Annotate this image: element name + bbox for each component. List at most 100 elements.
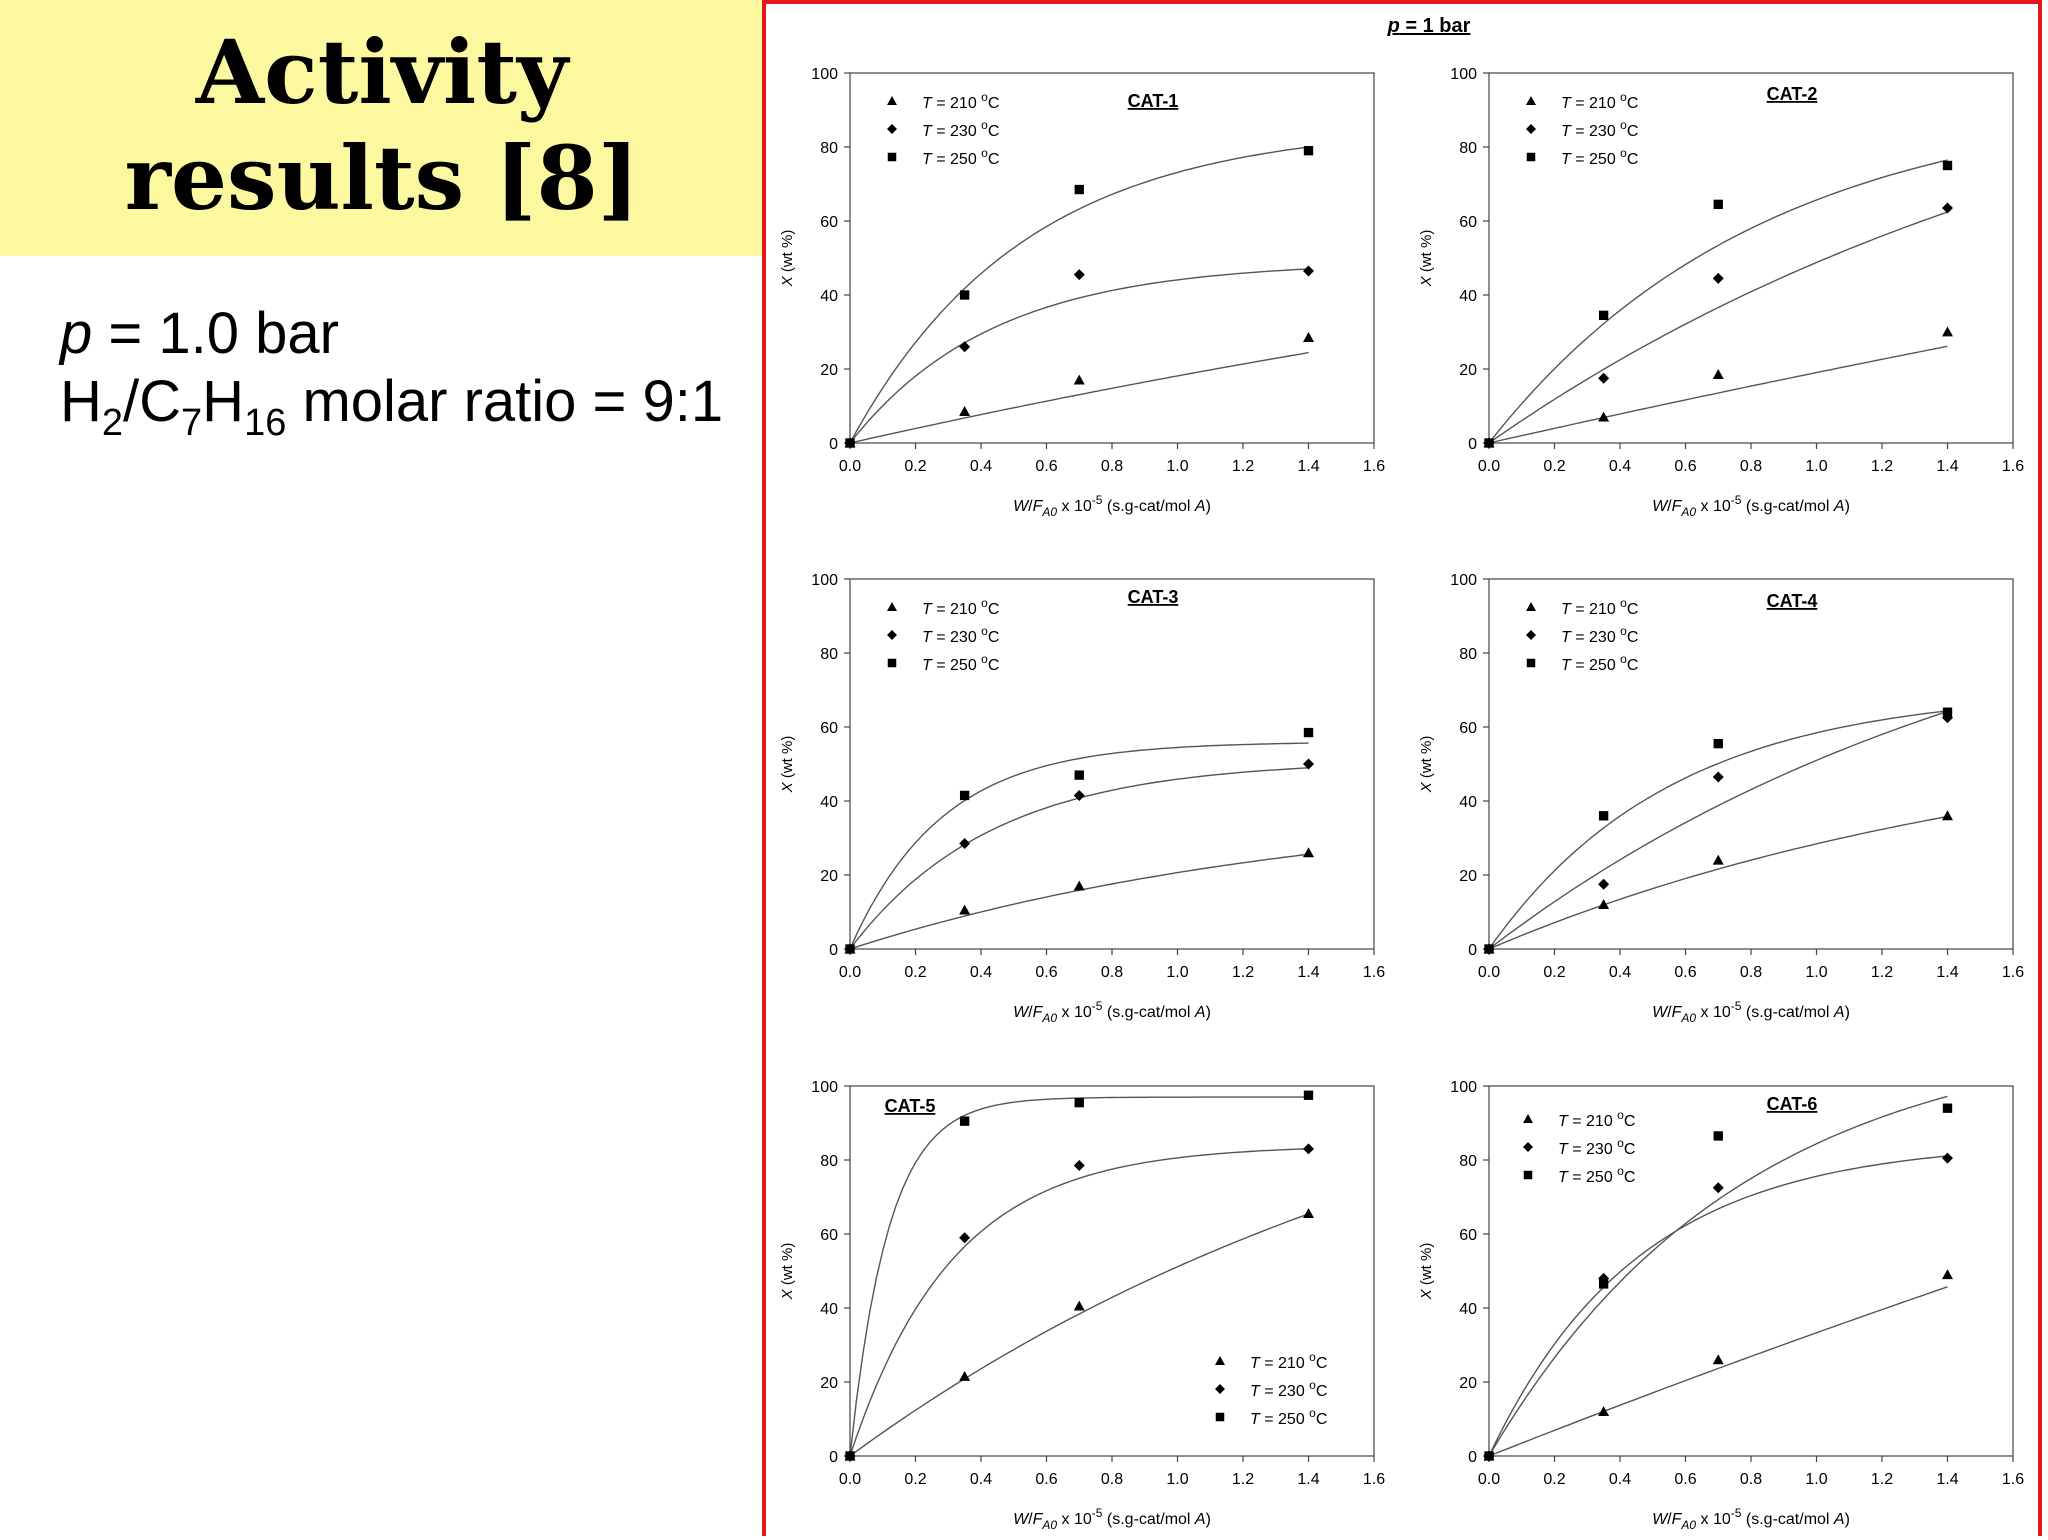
data-point-diamond bbox=[1598, 878, 1610, 890]
x-tick-label: 1.0 bbox=[1805, 458, 1827, 475]
fit-curve bbox=[849, 853, 1309, 950]
chart-panel-1: 0.0 0.2 0.4 0.6 0.8 1.0 1.2 1.4 1.6 0 20 40 60 80 100 X… bbox=[779, 66, 1385, 519]
data-point-diamond bbox=[1073, 269, 1085, 281]
x-tick-label: 0.0 bbox=[1478, 964, 1500, 981]
legend-label: T = 230 oC bbox=[1558, 1136, 1635, 1158]
legend-marker-triangle bbox=[1523, 1114, 1533, 1123]
legend-label: T = 250 oC bbox=[922, 652, 999, 674]
y-axis-label: X (wt %) bbox=[1418, 230, 1435, 288]
y-tick-label: 20 bbox=[1459, 362, 1477, 379]
legend-marker-square bbox=[1526, 658, 1536, 668]
y-tick-label: 0 bbox=[829, 1449, 838, 1466]
x-tick-label: 0.8 bbox=[1101, 1471, 1123, 1488]
data-point-diamond bbox=[1073, 1160, 1085, 1172]
legend-marker-square bbox=[887, 658, 897, 668]
x-tick-label: 1.0 bbox=[1166, 964, 1188, 981]
x-tick-label: 0.0 bbox=[839, 1471, 861, 1488]
y-tick-label: 20 bbox=[1459, 868, 1477, 885]
panel-title: CAT-4 bbox=[1767, 591, 1818, 611]
y-tick-label: 20 bbox=[1459, 1375, 1477, 1392]
fit-curve bbox=[849, 1148, 1309, 1457]
data-point-square bbox=[1484, 1451, 1494, 1461]
fit-curve bbox=[1488, 345, 1948, 444]
y-axis-label: X (wt %) bbox=[779, 1243, 796, 1301]
legend-label: T = 230 oC bbox=[922, 118, 999, 140]
data-point-diamond bbox=[1303, 1143, 1314, 1155]
data-point-square bbox=[1303, 727, 1314, 738]
x-tick-label: 0.6 bbox=[1035, 1471, 1057, 1488]
data-point-square bbox=[1942, 1103, 1953, 1113]
data-point-triangle bbox=[1942, 326, 1953, 337]
y-tick-label: 80 bbox=[820, 1153, 838, 1170]
data-point-diamond bbox=[1598, 372, 1610, 384]
x-tick-label: 0.8 bbox=[1101, 458, 1123, 475]
fit-curve bbox=[1488, 815, 1948, 950]
legend-marker-diamond bbox=[1215, 1384, 1225, 1394]
x-tick-label: 1.4 bbox=[1936, 458, 1958, 475]
x-tick-label: 0.8 bbox=[1740, 964, 1762, 981]
fit-curve bbox=[849, 1213, 1309, 1457]
legend-marker-square bbox=[1215, 1412, 1225, 1422]
panel-title: CAT-5 bbox=[885, 1096, 936, 1116]
x-tick-label: 1.6 bbox=[1363, 964, 1385, 981]
y-tick-label: 0 bbox=[1468, 436, 1477, 453]
y-tick-label: 100 bbox=[811, 1079, 838, 1096]
data-point-diamond bbox=[1712, 1182, 1724, 1194]
data-point-triangle bbox=[1712, 1354, 1724, 1365]
figure-heading: p = 1 bar bbox=[1387, 15, 1471, 37]
x-tick-label: 1.6 bbox=[2002, 1471, 2024, 1488]
y-tick-label: 100 bbox=[811, 66, 838, 83]
data-point-square bbox=[845, 438, 855, 448]
molar-ratio-line: H2/C7H16 molar ratio = 9:1 bbox=[60, 368, 723, 442]
fit-curve bbox=[1488, 710, 1948, 950]
y-tick-label: 40 bbox=[820, 1301, 838, 1318]
fit-curve bbox=[1488, 710, 1948, 950]
legend-label: T = 210 oC bbox=[922, 90, 999, 112]
ratio-h: H bbox=[60, 369, 102, 434]
y-tick-label: 20 bbox=[820, 362, 838, 379]
data-point-square bbox=[1598, 310, 1609, 321]
y-axis-label: X (wt %) bbox=[1418, 736, 1435, 794]
x-tick-label: 0.4 bbox=[970, 458, 992, 475]
data-point-triangle bbox=[1598, 411, 1610, 422]
data-point-triangle bbox=[1303, 332, 1314, 342]
legend-marker-diamond bbox=[1523, 1142, 1533, 1152]
chart-panel-2: 0.0 0.2 0.4 0.6 0.8 1.0 1.2 1.4 1.6 0 20 40 60 80 100 X… bbox=[1418, 66, 2024, 519]
plot-frame bbox=[849, 1085, 1375, 1457]
legend-marker-square bbox=[1526, 152, 1536, 162]
ratio-h2-sub: 16 bbox=[244, 402, 287, 444]
x-axis-label: W/FA0 x 10-5 (s.g-cat/mol A) bbox=[1013, 1506, 1211, 1532]
x-tick-label: 0.6 bbox=[1035, 964, 1057, 981]
data-point-triangle bbox=[1712, 854, 1724, 865]
x-tick-label: 1.4 bbox=[1297, 458, 1319, 475]
x-tick-label: 0.2 bbox=[1543, 1471, 1565, 1488]
legend-label: T = 230 oC bbox=[1561, 118, 1638, 140]
x-tick-label: 1.6 bbox=[1363, 1471, 1385, 1488]
x-tick-label: 0.2 bbox=[904, 1471, 926, 1488]
x-tick-label: 1.4 bbox=[1936, 1471, 1958, 1488]
y-tick-label: 40 bbox=[820, 288, 838, 305]
ratio-h2: H bbox=[202, 369, 245, 434]
data-point-diamond bbox=[1073, 789, 1085, 801]
chart-panel-5: 0.0 0.2 0.4 0.6 0.8 1.0 1.2 1.4 1.6 0 20 40 60 80 100 X… bbox=[779, 1079, 1385, 1532]
ratio-c-sub: 7 bbox=[181, 402, 203, 444]
fit-curve bbox=[849, 351, 1309, 444]
x-tick-label: 1.6 bbox=[1363, 458, 1385, 475]
legend-marker-triangle bbox=[1215, 1356, 1225, 1365]
panel-title: CAT-6 bbox=[1767, 1094, 1818, 1114]
legend-label: T = 210 oC bbox=[1561, 90, 1638, 112]
legend-marker-diamond bbox=[1526, 630, 1536, 640]
x-tick-label: 1.4 bbox=[1297, 964, 1319, 981]
panel-title: CAT-1 bbox=[1128, 91, 1179, 111]
x-tick-label: 0.6 bbox=[1035, 458, 1057, 475]
x-tick-label: 0.2 bbox=[1543, 964, 1565, 981]
data-point-square bbox=[959, 290, 970, 300]
fit-curve bbox=[849, 1096, 1309, 1457]
data-point-square bbox=[1713, 199, 1723, 210]
y-tick-label: 60 bbox=[820, 720, 838, 737]
legend-label: T = 230 oC bbox=[1250, 1378, 1327, 1400]
x-tick-label: 1.2 bbox=[1871, 458, 1893, 475]
pressure-line: p = 1.0 bar bbox=[60, 300, 723, 368]
data-point-square bbox=[959, 1116, 970, 1126]
data-point-triangle bbox=[1073, 374, 1085, 385]
